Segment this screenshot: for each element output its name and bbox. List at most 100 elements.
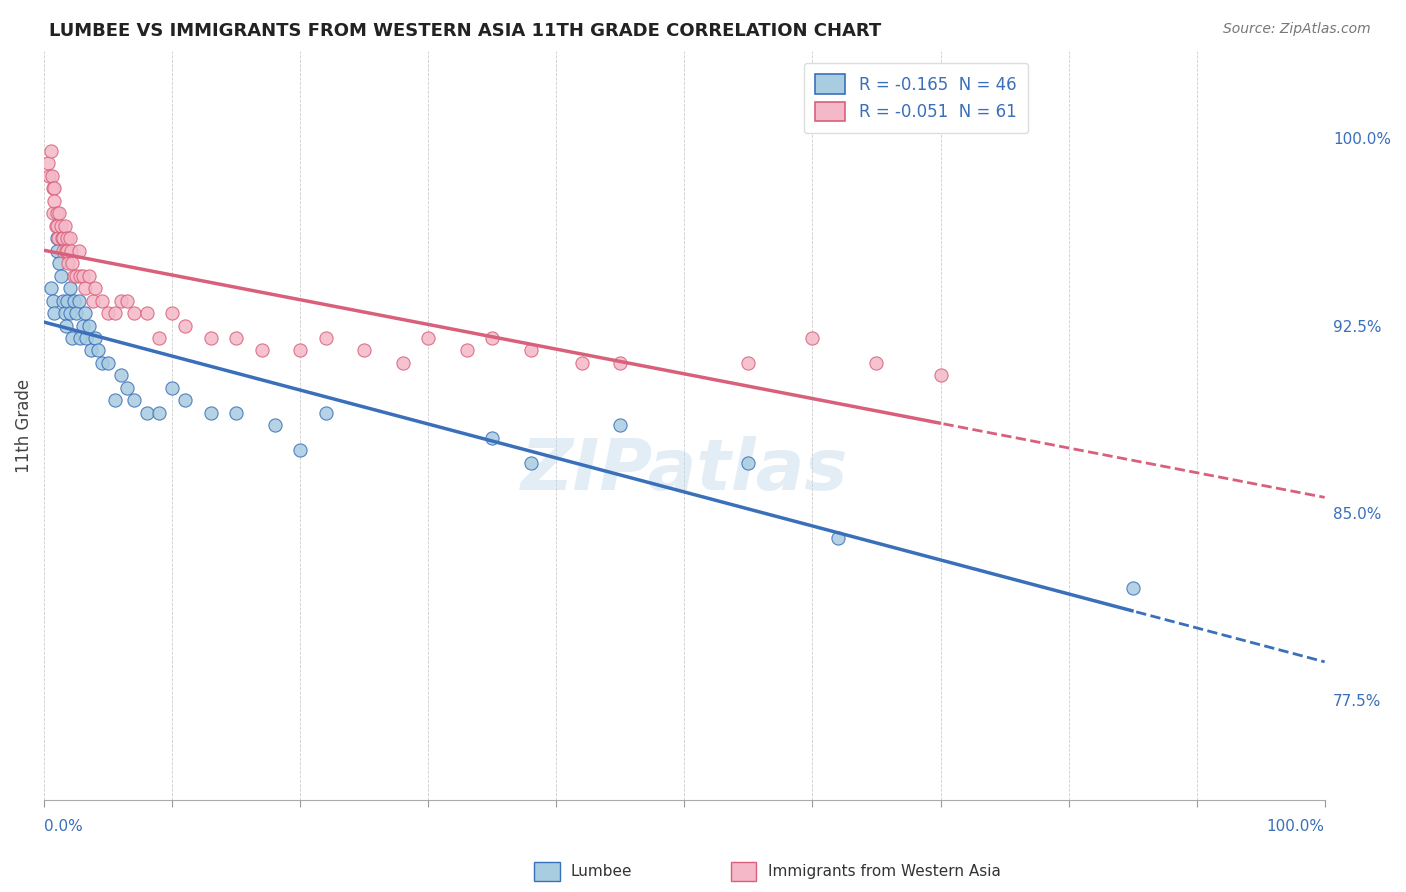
Point — [77, 318, 100, 333]
Point — [117, 293, 139, 308]
Point — [65, 268, 87, 283]
Point — [97, 356, 120, 370]
Point — [481, 331, 503, 345]
Point — [48, 256, 70, 270]
Point — [103, 306, 125, 320]
Text: 0.0%: 0.0% — [44, 819, 83, 834]
Point — [37, 156, 59, 170]
Point — [263, 418, 285, 433]
Text: Immigrants from Western Asia: Immigrants from Western Asia — [768, 864, 1001, 879]
Point — [315, 331, 337, 345]
Point — [103, 393, 125, 408]
Point — [46, 231, 69, 245]
Point — [45, 231, 67, 245]
Point — [148, 331, 170, 345]
Point — [200, 406, 222, 420]
Point — [117, 381, 139, 395]
Point — [571, 356, 593, 370]
Text: Source: ZipAtlas.com: Source: ZipAtlas.com — [1223, 22, 1371, 37]
Point — [52, 231, 75, 245]
Point — [72, 268, 94, 283]
Point — [51, 231, 73, 245]
Point — [87, 343, 110, 358]
Point — [42, 181, 65, 195]
Point — [49, 268, 72, 283]
Point — [69, 331, 91, 345]
Point — [62, 293, 84, 308]
Y-axis label: 11th Grade: 11th Grade — [15, 378, 32, 473]
Point — [56, 293, 79, 308]
Point — [174, 318, 197, 333]
Point — [75, 281, 97, 295]
Point — [53, 219, 76, 233]
Point — [60, 256, 83, 270]
Point — [58, 256, 80, 270]
Point — [865, 356, 887, 370]
Point — [41, 169, 63, 183]
Point — [90, 356, 112, 370]
Point — [48, 206, 70, 220]
Point — [38, 169, 60, 183]
Point — [49, 219, 72, 233]
Point — [56, 231, 79, 245]
Point — [80, 343, 103, 358]
Point — [160, 381, 183, 395]
Text: LUMBEE VS IMMIGRANTS FROM WESTERN ASIA 11TH GRADE CORRELATION CHART: LUMBEE VS IMMIGRANTS FROM WESTERN ASIA 1… — [49, 22, 882, 40]
Point — [353, 343, 375, 358]
Point — [290, 343, 312, 358]
Point — [59, 231, 82, 245]
Point — [44, 306, 66, 320]
Point — [72, 318, 94, 333]
Point — [122, 306, 145, 320]
Text: ZIPatlas: ZIPatlas — [520, 436, 848, 505]
Point — [160, 306, 183, 320]
Point — [55, 318, 77, 333]
Point — [52, 293, 75, 308]
Point — [519, 343, 541, 358]
Point — [391, 356, 413, 370]
Point — [1122, 581, 1144, 595]
Point — [42, 206, 65, 220]
Point — [82, 293, 104, 308]
Point — [45, 219, 67, 233]
Point — [200, 331, 222, 345]
Point — [135, 406, 157, 420]
Point — [609, 356, 631, 370]
Point — [60, 331, 83, 345]
Point — [42, 293, 65, 308]
Point — [77, 268, 100, 283]
Point — [59, 244, 82, 258]
Point — [75, 306, 97, 320]
Point — [45, 219, 67, 233]
Point — [929, 368, 952, 383]
Point — [481, 431, 503, 445]
Point — [44, 194, 66, 208]
Point — [52, 244, 75, 258]
Point — [110, 368, 132, 383]
Point — [53, 306, 76, 320]
Point — [250, 343, 273, 358]
Point — [737, 456, 759, 470]
Point — [44, 181, 66, 195]
Point — [67, 293, 90, 308]
Point — [65, 306, 87, 320]
Point — [801, 331, 824, 345]
Point — [56, 244, 79, 258]
Text: Lumbee: Lumbee — [571, 864, 633, 879]
Legend: R = -0.165  N = 46, R = -0.051  N = 61: R = -0.165 N = 46, R = -0.051 N = 61 — [804, 62, 1028, 133]
Point — [456, 343, 478, 358]
Point — [59, 281, 82, 295]
Point — [110, 293, 132, 308]
Point — [135, 306, 157, 320]
Point — [519, 456, 541, 470]
Point — [225, 331, 247, 345]
Point — [148, 406, 170, 420]
Point — [45, 244, 67, 258]
Point — [59, 306, 82, 320]
Point — [84, 281, 107, 295]
Point — [39, 144, 62, 158]
Point — [67, 244, 90, 258]
Point — [174, 393, 197, 408]
Point — [45, 206, 67, 220]
Point — [609, 418, 631, 433]
